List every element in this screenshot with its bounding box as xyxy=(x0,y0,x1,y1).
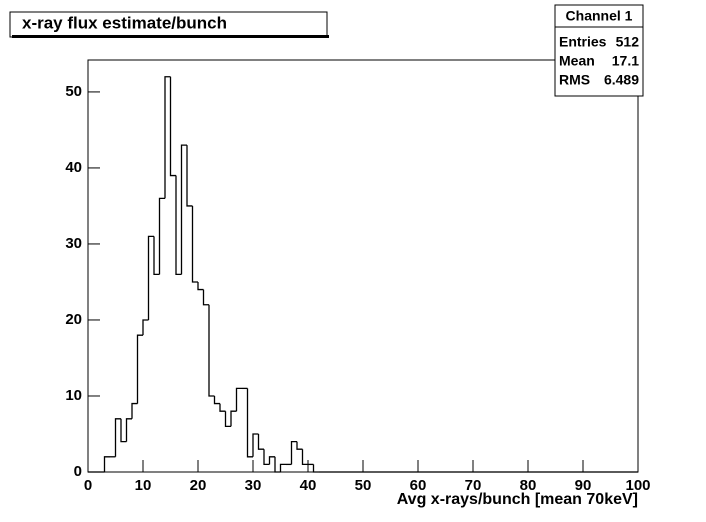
x-tick-label: 10 xyxy=(135,477,152,494)
plot-frame xyxy=(87,59,639,473)
chart-title: x-ray flux estimate/bunch xyxy=(22,13,227,32)
x-tick-label: 0 xyxy=(84,477,92,494)
histogram-bin xyxy=(120,418,127,443)
x-tick-label: 50 xyxy=(355,477,372,494)
x-tick-label: 20 xyxy=(190,477,207,494)
histogram-bin xyxy=(191,205,198,283)
y-tick-label: 10 xyxy=(65,387,82,404)
x-axis-label: Avg x-rays/bunch [mean 70keV] xyxy=(397,491,638,508)
histogram-bin xyxy=(263,449,270,466)
histogram-bin xyxy=(301,449,308,466)
histogram-bin xyxy=(246,388,253,458)
stats-label: RMS xyxy=(559,72,590,88)
histogram-bin xyxy=(219,403,226,412)
title-box xyxy=(9,11,328,38)
stats-box xyxy=(554,4,644,97)
histogram-bin xyxy=(202,289,209,306)
histogram-bin xyxy=(180,144,187,275)
histogram-bin xyxy=(257,433,264,450)
histogram-bin xyxy=(169,76,176,177)
stats-label: Mean xyxy=(559,53,595,69)
histogram-bin xyxy=(147,235,154,320)
x-tick-label: 30 xyxy=(245,477,262,494)
histogram-bin xyxy=(312,464,319,473)
x-tick-label: 60 xyxy=(410,477,427,494)
x-tick-label: 40 xyxy=(300,477,317,494)
histogram-bin xyxy=(279,463,286,472)
stats-value: 17.1 xyxy=(612,53,639,69)
histogram-bin xyxy=(230,410,237,427)
histogram-bin xyxy=(252,433,259,457)
y-tick-label: 20 xyxy=(65,311,82,328)
histogram-bin xyxy=(208,304,215,397)
histogram-bin xyxy=(142,319,149,336)
histogram-bin xyxy=(197,281,204,291)
histogram-bin xyxy=(153,236,160,276)
y-tick-label: 50 xyxy=(65,83,82,100)
stats-label: Entries xyxy=(559,34,607,50)
histogram-bin xyxy=(296,441,303,450)
x-tick-label: 70 xyxy=(465,477,482,494)
x-tick-label: 80 xyxy=(520,477,537,494)
x-tick-label: 100 xyxy=(625,477,650,494)
y-tick-label: 40 xyxy=(65,159,82,176)
stats-title: Channel 1 xyxy=(566,8,633,24)
histogram-bin xyxy=(131,402,138,419)
histogram-bin xyxy=(103,456,110,472)
histogram-bin xyxy=(158,197,165,275)
histogram-bin xyxy=(224,411,231,428)
stats-value: 512 xyxy=(616,34,640,50)
y-tick-label: 30 xyxy=(65,235,82,252)
histogram-bin xyxy=(175,175,182,276)
y-tick-label: 0 xyxy=(74,463,82,480)
histogram-bin xyxy=(164,76,171,199)
histogram-bin xyxy=(213,395,220,405)
x-tick-label: 90 xyxy=(575,477,592,494)
stats-value: 6.489 xyxy=(604,72,639,88)
histogram-bin xyxy=(136,334,143,404)
histogram-bin xyxy=(274,456,281,473)
histogram-bin xyxy=(125,418,132,442)
title-shadow xyxy=(12,35,329,38)
histogram-bin xyxy=(114,418,121,457)
histogram-bin xyxy=(290,440,297,465)
histogram-bin xyxy=(235,387,242,412)
histogram-bin xyxy=(186,145,193,207)
histogram-bin xyxy=(268,456,275,465)
